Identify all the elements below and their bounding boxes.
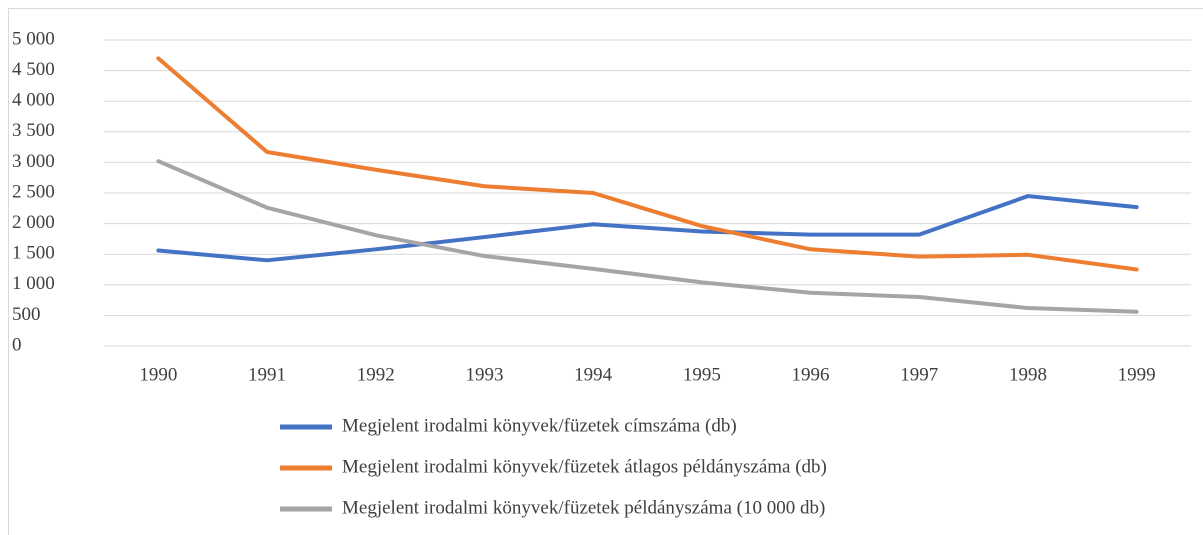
x-tick-label: 1993: [465, 364, 503, 385]
x-tick-label: 1992: [357, 364, 395, 385]
x-tick-label: 1994: [574, 364, 613, 385]
y-tick-label: 4 000: [12, 90, 55, 111]
chart-frame: [8, 8, 1203, 535]
y-tick-label: 500: [12, 304, 41, 325]
x-tick-label: 1996: [792, 364, 830, 385]
y-tick-label: 3 000: [12, 151, 55, 172]
legend-label: Megjelent irodalmi könyvek/füzetek példá…: [342, 497, 825, 518]
x-tick-label: 1991: [248, 364, 286, 385]
series-line: [156, 56, 1139, 272]
y-tick-label: 1 500: [12, 243, 55, 264]
series-line: [156, 159, 1139, 314]
x-tick-label: 1999: [1118, 364, 1156, 385]
y-tick-label: 0: [12, 334, 22, 355]
y-tick-label: 2 500: [12, 181, 55, 202]
x-tick-label: 1995: [683, 364, 721, 385]
x-tick-label: 1990: [139, 364, 177, 385]
series-line: [156, 194, 1139, 263]
y-tick-label: 3 500: [12, 120, 55, 141]
x-tick-label: 1998: [1009, 364, 1047, 385]
x-tick-label: 1997: [900, 364, 938, 385]
y-tick-label: 1 000: [12, 273, 55, 294]
legend-label: Megjelent irodalmi könyvek/füzetek átlag…: [342, 456, 827, 477]
y-tick-label: 4 500: [12, 59, 55, 80]
y-tick-label: 5 000: [12, 28, 55, 49]
y-tick-label: 2 000: [12, 212, 55, 233]
legend-label: Megjelent irodalmi könyvek/füzetek címsz…: [342, 415, 737, 436]
